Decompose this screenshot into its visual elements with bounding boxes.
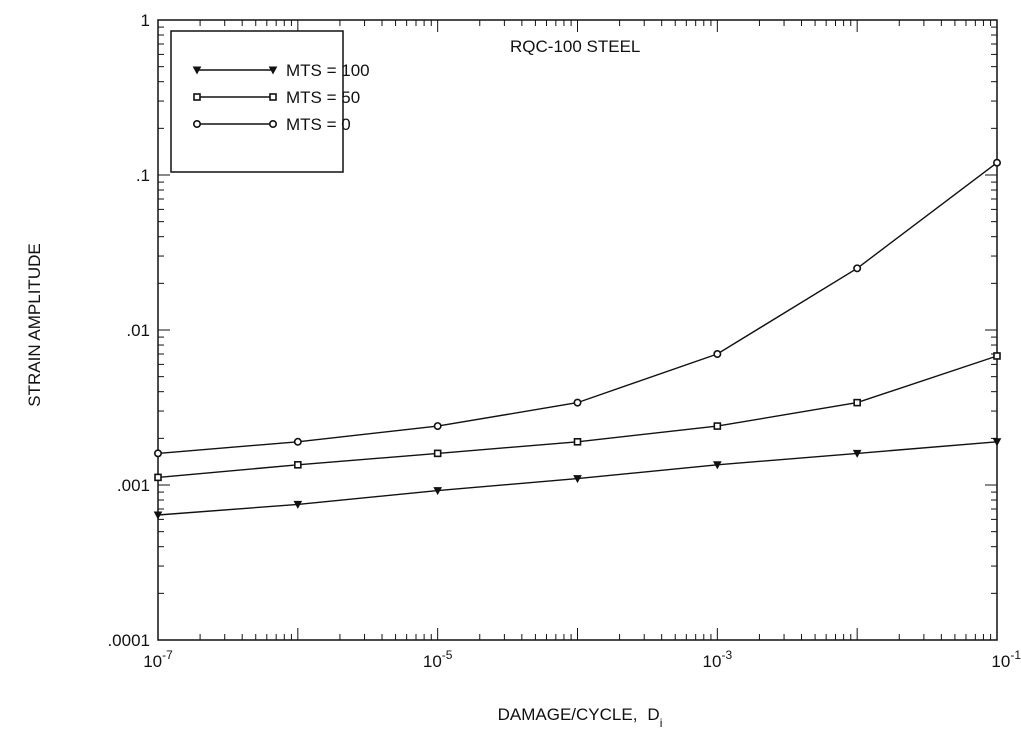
data-point [294,460,302,469]
x-tick-label: 10-7 [143,648,173,671]
data-point [853,398,861,407]
x-tick-label-exponent: -5 [442,648,453,662]
x-tick-label-base: 10 [423,652,442,671]
data-point [713,350,722,359]
data-point [154,473,162,482]
data-point [573,475,582,484]
legend-marker [192,66,202,75]
x-tick-label: 10-5 [423,648,453,671]
legend-marker [193,93,201,101]
y-tick-label: .0001 [107,631,150,650]
x-axis-title: DAMAGE/CYCLE, Di [498,705,663,730]
legend-item: MTS = 100 [192,61,370,80]
legend: MTS = 100 MTS = 50 MTS = 0 [170,30,370,173]
data-point [433,487,443,496]
data-point [993,352,1001,360]
y-tick-label: .001 [117,476,150,495]
x-axis-title-text: DAMAGE/CYCLE, [498,705,638,724]
y-axis-title: STRAIN AMPLITUDE [25,243,44,406]
legend-marker [268,66,278,75]
legend-marker [193,120,202,129]
legend-label: MTS = 0 [286,115,351,134]
y-tick-label: .1 [136,166,150,185]
x-tick-label: 10-1 [991,648,1021,671]
data-point [712,461,722,470]
legend-label: MTS = 50 [286,88,360,107]
data-point [293,437,302,446]
data-point [713,422,722,430]
x-tick-label-exponent: -3 [721,648,732,662]
legend-item: MTS = 50 [193,88,360,107]
data-point [573,398,582,407]
data-point [433,422,442,431]
x-tick-label-exponent: -7 [162,648,173,662]
data-point [293,500,303,509]
data-point [853,264,862,273]
data-point [153,511,163,520]
x-tick-label: 10-3 [703,648,733,671]
series-3 [154,158,1001,458]
data-point [154,449,163,458]
x-axis-title-symbol: D [647,705,659,724]
legend-box [170,30,344,173]
series-1 [153,438,1002,520]
x-tick-label-base: 10 [143,652,162,671]
x-tick-label-base: 10 [991,652,1010,671]
data-point [852,449,862,458]
material-annotation: RQC-100 STEEL [510,37,640,56]
series-line [157,162,998,455]
series-2 [154,352,1001,482]
data-point [433,449,442,458]
data-point [992,438,1002,447]
data-point [992,158,1001,167]
legend-marker [269,93,277,101]
series-line [157,355,998,479]
x-tick-label-exponent: -1 [1010,648,1021,662]
legend-label: MTS = 100 [286,61,370,80]
y-tick-label: .01 [126,321,150,340]
legend-marker [268,120,277,129]
x-axis-title-subscript: i [660,716,663,730]
y-tick-label: 1 [141,11,150,30]
x-tick-label-base: 10 [703,652,722,671]
data-point [573,437,582,446]
legend-item: MTS = 0 [193,115,351,134]
plot-series [153,158,1002,520]
